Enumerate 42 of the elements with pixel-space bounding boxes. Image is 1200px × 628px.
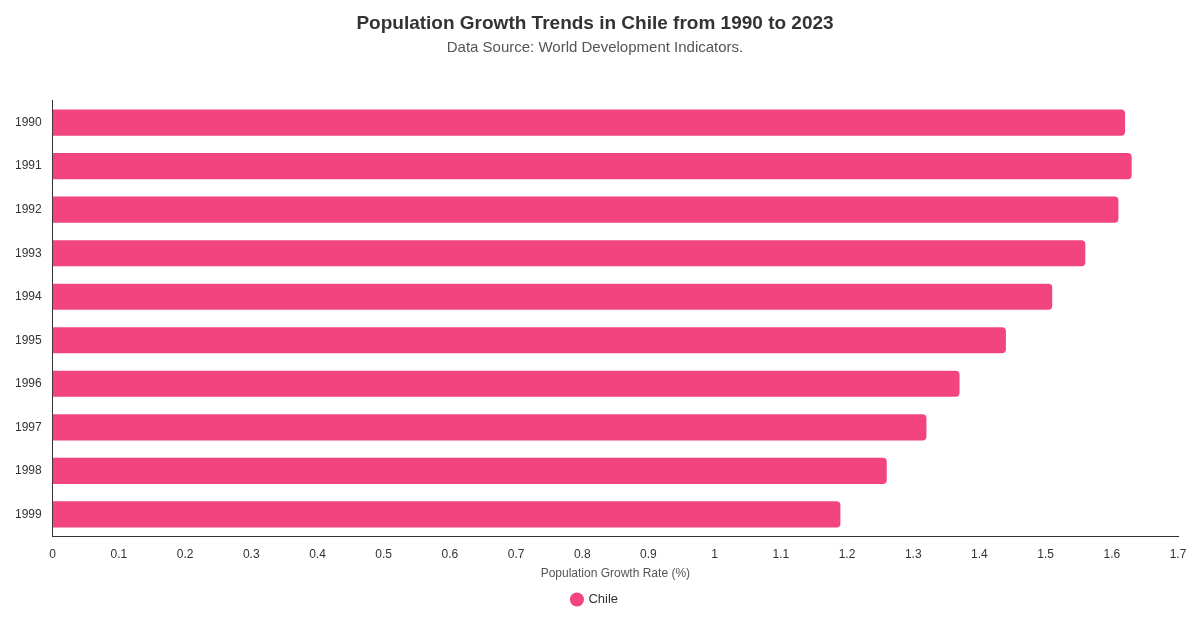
y-tick-label: 1990 bbox=[14, 114, 43, 129]
x-tick-label: 0.7 bbox=[507, 546, 525, 561]
bar bbox=[52, 370, 960, 397]
y-tick-label: 1992 bbox=[14, 201, 43, 216]
x-tick-label: 0 bbox=[49, 546, 57, 561]
bar bbox=[52, 283, 1053, 310]
bar bbox=[52, 109, 1126, 136]
x-tick-label: 0.2 bbox=[176, 546, 194, 561]
bar bbox=[52, 457, 887, 484]
x-tick-label: 0.3 bbox=[242, 546, 260, 561]
x-tick-label: 1.1 bbox=[772, 546, 790, 561]
y-tick-label: 1993 bbox=[14, 245, 43, 260]
x-tick-label: 0.9 bbox=[640, 546, 658, 561]
x-tick-label: 1.7 bbox=[1169, 546, 1187, 561]
bar bbox=[52, 501, 841, 528]
x-tick-label: 1.5 bbox=[1037, 546, 1055, 561]
y-tick-label: 1996 bbox=[14, 376, 43, 391]
x-tick-label: 1.6 bbox=[1103, 546, 1121, 561]
x-tick-label: 0.5 bbox=[375, 546, 393, 561]
bar bbox=[52, 196, 1119, 223]
bar bbox=[52, 240, 1086, 267]
y-tick-label: 1995 bbox=[14, 332, 43, 347]
bar bbox=[52, 153, 1132, 180]
y-tick-label: 1997 bbox=[14, 419, 43, 434]
y-tick-label: 1991 bbox=[14, 158, 43, 173]
bar bbox=[52, 414, 927, 441]
bar bbox=[52, 327, 1006, 354]
x-tick-label: 0.6 bbox=[441, 546, 459, 561]
x-axis-title: Population Growth Rate (%) bbox=[540, 566, 691, 581]
y-tick-label: 1994 bbox=[14, 289, 43, 304]
x-tick-label: 1 bbox=[711, 546, 719, 561]
x-tick-label: 1.2 bbox=[838, 546, 856, 561]
x-tick-label: 0.4 bbox=[309, 546, 327, 561]
x-tick-label: 1.3 bbox=[904, 546, 922, 561]
x-tick-label: 1.4 bbox=[971, 546, 989, 561]
y-tick-label: 1999 bbox=[14, 506, 43, 521]
y-tick-label: 1998 bbox=[14, 463, 43, 478]
x-tick-label: 0.8 bbox=[573, 546, 591, 561]
x-tick-label: 0.1 bbox=[110, 546, 128, 561]
chart-subtitle: Data Source: World Development Indicators. bbox=[446, 37, 744, 55]
chart-title: Population Growth Trends in Chile from 1990 to 2023 bbox=[356, 11, 834, 33]
legend-label: Chile bbox=[588, 591, 619, 607]
